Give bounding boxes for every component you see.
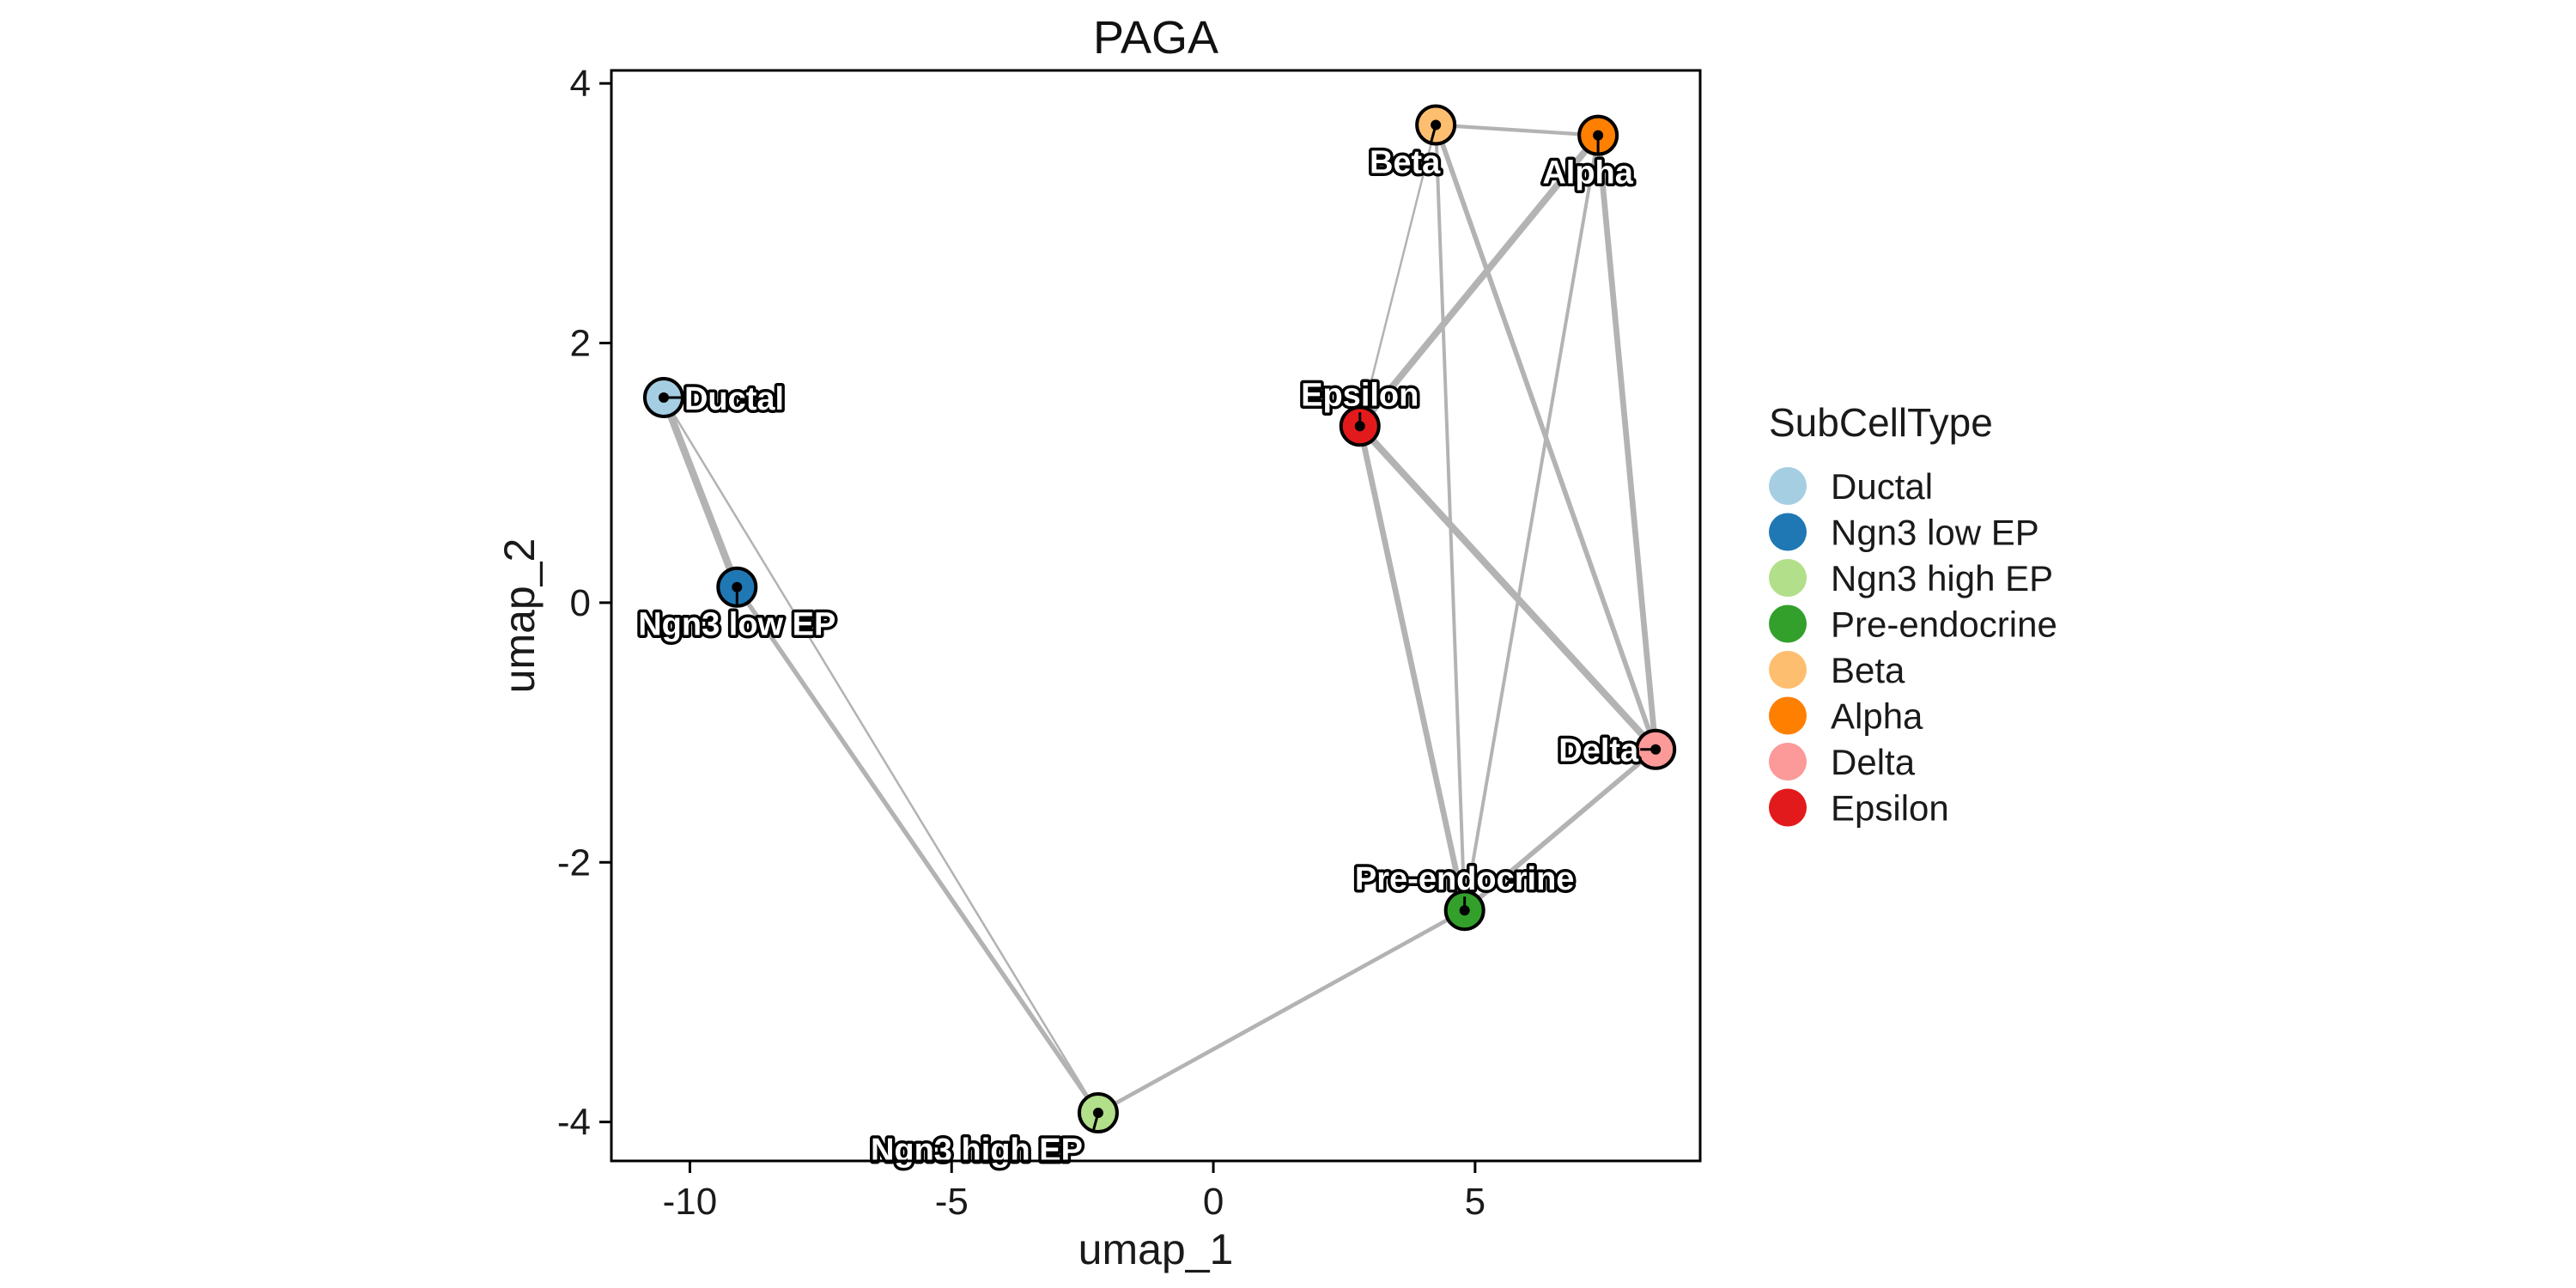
node-labels: Ductal Ngn3 low EP Ngn3 high EP Pre-endocri… — [635, 119, 1662, 1172]
edge-epsilon-to-beta — [1358, 124, 1437, 428]
node-center-dot — [1593, 130, 1604, 141]
edge-epsilon-to-delta — [1356, 422, 1660, 753]
legend-item: Pre-endocrine — [1769, 605, 2057, 645]
edge-beta-to-alpha — [1433, 123, 1601, 137]
node-label-ngn3-high-ep: Ngn3 high EP — [871, 1133, 1083, 1169]
legend-swatch — [1769, 651, 1807, 689]
legend-label: Alpha — [1831, 696, 1923, 737]
legend-item: Ductal — [1769, 466, 1933, 507]
graph-edges — [659, 122, 1660, 1115]
node-center-dot — [658, 392, 669, 403]
edge-pre-endocrine-to-epsilon — [1357, 422, 1468, 914]
legend-swatch — [1769, 513, 1807, 551]
legend-items: Ductal Ngn3 low EP Ngn3 high EP Pre-endocri… — [1769, 466, 2057, 829]
legend-swatch — [1769, 467, 1807, 505]
edge-ductal-to-ngn3-low-ep — [659, 393, 741, 591]
edge-alpha-to-delta — [1595, 132, 1659, 753]
node-center-dot — [1650, 744, 1662, 755]
edge-ngn3-high-ep-to-pre-endocrine — [1096, 908, 1467, 1115]
edge-epsilon-to-alpha — [1356, 131, 1602, 430]
edge-ductal-to-ngn3-high-ep — [662, 396, 1100, 1115]
y-tick-label: 2 — [570, 323, 591, 365]
legend-label: Pre-endocrine — [1831, 605, 2057, 645]
node-label-beta: Beta — [1370, 145, 1441, 181]
legend-swatch — [1769, 559, 1807, 597]
x-tick-label: 5 — [1465, 1181, 1485, 1223]
node-label-delta: Delta — [1558, 733, 1639, 769]
y-tick-label: -4 — [557, 1102, 591, 1144]
y-axis: -4 -2 0 2 4 — [557, 63, 611, 1144]
node-label-pre-endocrine: Pre-endocrine — [1355, 861, 1575, 897]
legend-label: Delta — [1831, 742, 1916, 782]
legend-item: Alpha — [1769, 696, 1923, 737]
edge-ngn3-low-ep-to-ngn3-high-ep — [734, 585, 1101, 1115]
x-axis-title: umap_1 — [1078, 1225, 1234, 1273]
x-axis: -10 -5 0 5 — [663, 1161, 1485, 1223]
plot-frame — [610, 69, 1702, 1163]
x-tick-label: -5 — [935, 1181, 969, 1223]
legend-label: Epsilon — [1831, 788, 1949, 829]
edge-pre-endocrine-to-delta — [1461, 746, 1659, 914]
legend-item: Epsilon — [1769, 788, 1949, 829]
legend-item: Ngn3 low EP — [1769, 513, 2039, 553]
node-label-epsilon: Epsilon — [1301, 377, 1419, 413]
legend-swatch — [1769, 743, 1807, 781]
legend: SubCellType Ductal Ngn3 low EP Ngn3 high E… — [1769, 400, 2057, 829]
node-center-dot — [1354, 421, 1365, 432]
edge-pre-endocrine-to-beta — [1434, 123, 1467, 913]
y-axis-title: umap_2 — [495, 538, 544, 694]
node-center-dot — [732, 581, 743, 592]
chart-title: PAGA — [1093, 12, 1218, 64]
legend-label: Ngn3 low EP — [1831, 513, 2039, 553]
y-tick-label: -2 — [557, 841, 591, 884]
edge-beta-to-delta — [1433, 122, 1659, 752]
x-tick-label: 0 — [1203, 1181, 1224, 1223]
node-label-ductal: Ductal — [684, 381, 784, 417]
node-center-dot — [1459, 905, 1470, 916]
legend-label: Ductal — [1831, 466, 1933, 507]
legend-item: Beta — [1769, 650, 1905, 690]
x-tick-label: -10 — [663, 1181, 718, 1223]
legend-label: Beta — [1831, 650, 1905, 690]
node-label-ngn3-low-ep: Ngn3 low EP — [638, 607, 835, 643]
y-tick-label: 0 — [570, 582, 591, 624]
node-center-dot — [1092, 1108, 1103, 1119]
legend-label: Ngn3 high EP — [1831, 558, 2053, 598]
y-tick-label: 4 — [570, 63, 591, 105]
legend-title: SubCellType — [1769, 400, 1993, 445]
legend-swatch — [1769, 788, 1807, 827]
node-center-dot — [1431, 119, 1442, 131]
legend-item: Ngn3 high EP — [1769, 558, 2053, 598]
edge-pre-endocrine-to-alpha — [1462, 133, 1601, 913]
legend-item: Delta — [1769, 742, 1916, 782]
node-label-alpha: Alpha — [1542, 155, 1633, 191]
legend-swatch — [1769, 605, 1807, 643]
legend-swatch — [1769, 696, 1807, 735]
